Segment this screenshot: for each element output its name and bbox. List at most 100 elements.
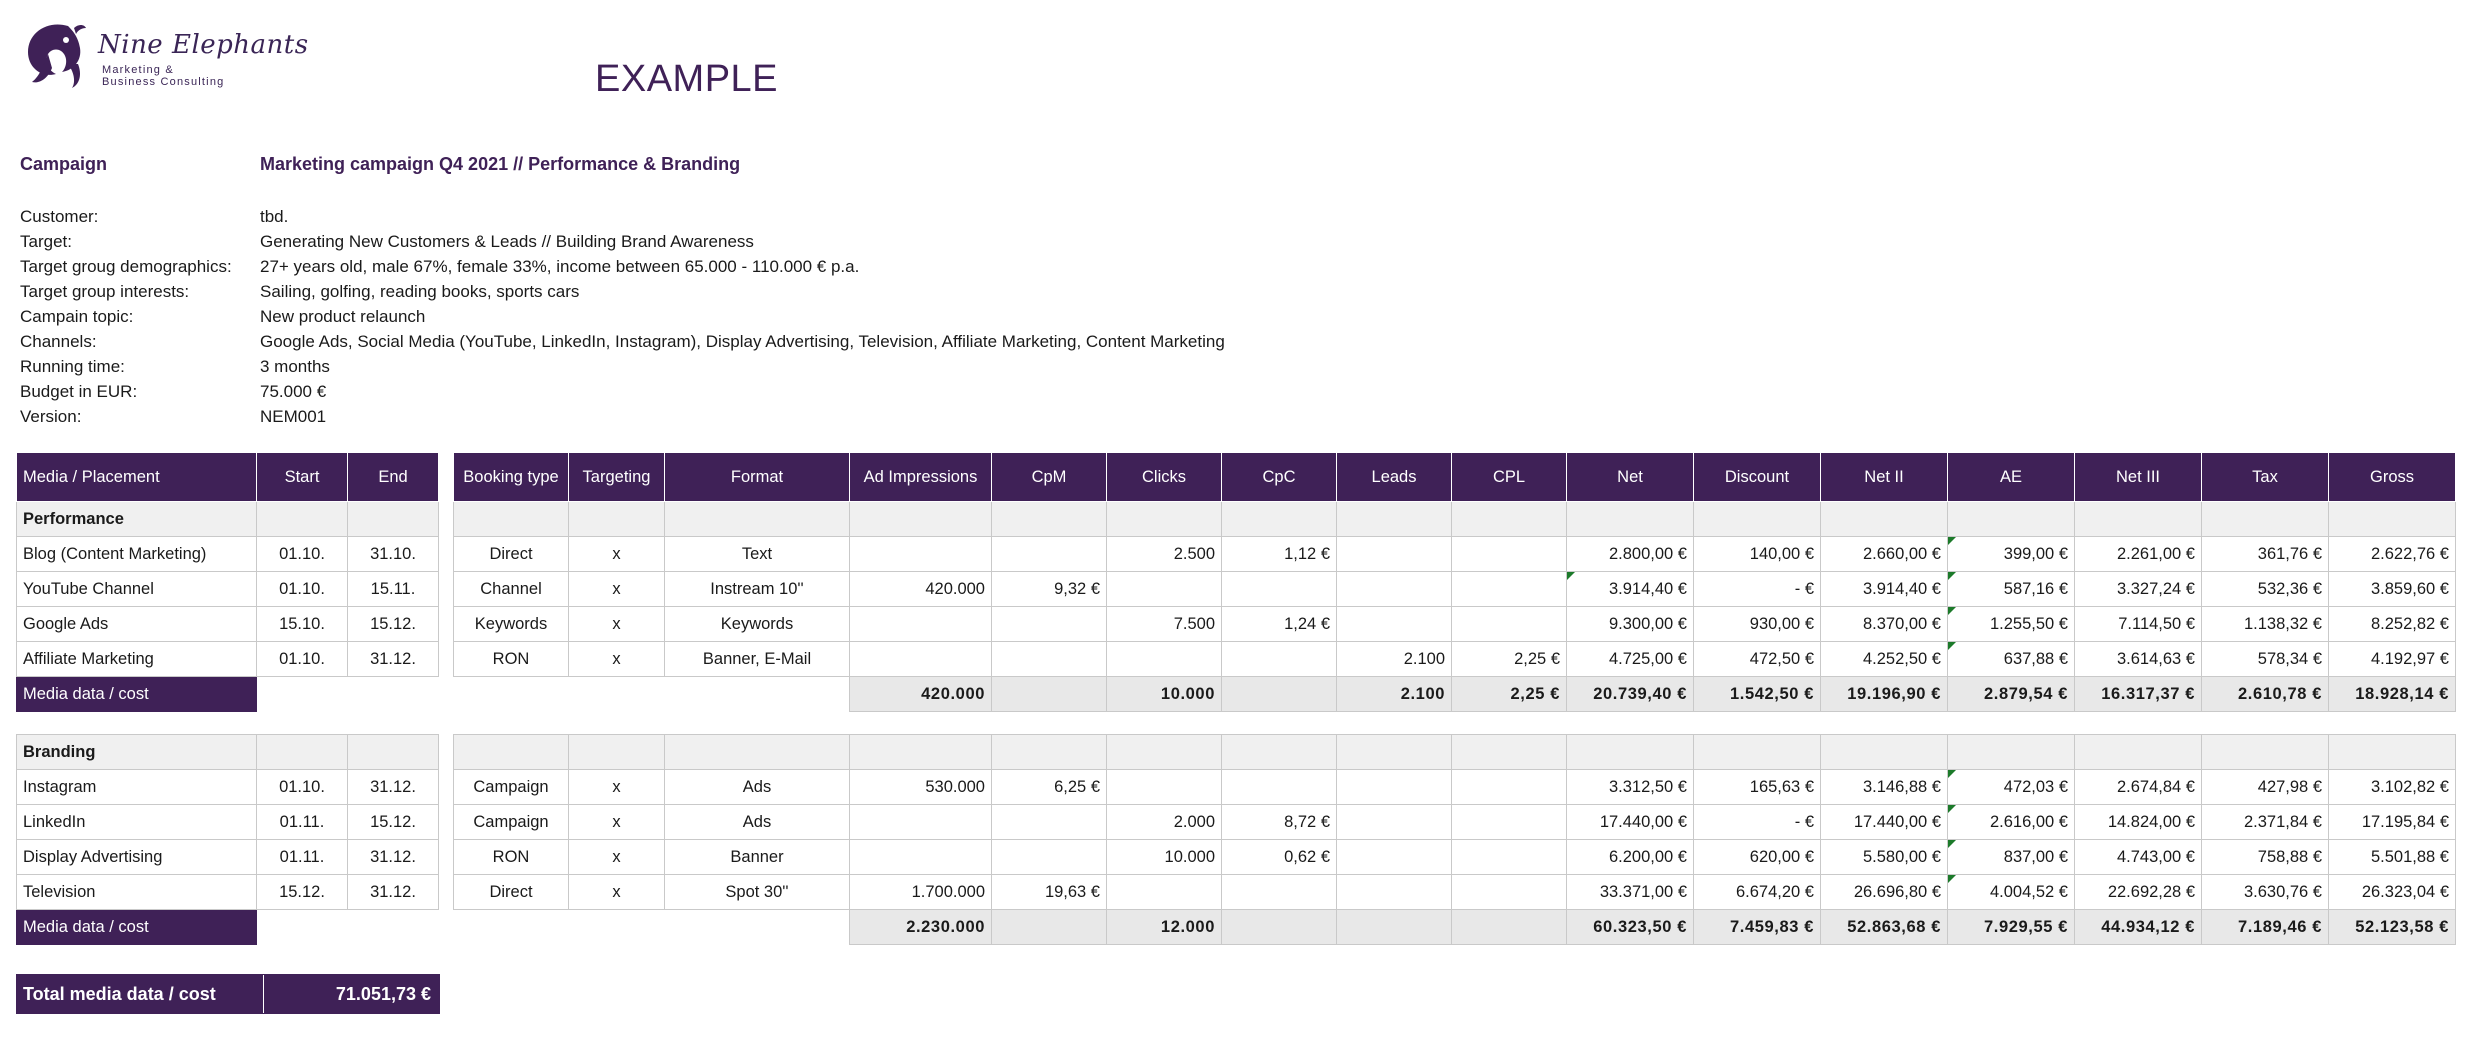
cell-cpm (991, 804, 1107, 840)
cell-ae: 2.616,00 € (1947, 804, 2075, 840)
cell-leads: 2.100 (1336, 641, 1452, 677)
section-cell (453, 734, 569, 770)
cell-format: Banner (664, 839, 850, 875)
footer-row: 2.230.000 12.000 60.323,50 €7.459,83 €52.8… (454, 909, 2456, 945)
table-row: Affiliate Marketing 01.10. 31.12. (16, 641, 439, 677)
cell-gross: 8.252,82 € (2328, 606, 2456, 642)
section-cell (1566, 501, 1694, 537)
footer-label: Media data / cost (16, 909, 257, 945)
info-value: 3 months (260, 357, 330, 376)
empty (454, 677, 569, 712)
campaign-label: Campaign (20, 154, 108, 174)
cell-ad-impressions (849, 804, 992, 840)
cell-booking-type: RON (453, 641, 569, 677)
footer-label: Media data / cost (16, 676, 257, 712)
cell-cpm (991, 641, 1107, 677)
section-row: Performance (16, 501, 439, 537)
total-cpl: 2,25 € (1451, 676, 1567, 712)
cell-format: Spot 30'' (664, 874, 850, 910)
cell-ae: 1.255,50 € (1947, 606, 2075, 642)
total-clicks: 10.000 (1106, 676, 1222, 712)
cell-cpl: 2,25 € (1451, 641, 1567, 677)
table-row: Campaign x Ads 2.000 8,72 €17.440,00 € - €17.… (453, 804, 2456, 840)
cell-net-iii: 7.114,50 € (2074, 606, 2202, 642)
cell-net-iii: 3.327,24 € (2074, 571, 2202, 607)
section-cell (1693, 734, 1821, 770)
info-key: Channels: (20, 332, 97, 351)
cell-cpl (1451, 839, 1567, 875)
info-value: NEM001 (260, 407, 327, 426)
empty (569, 677, 665, 712)
footer-row: Media data / cost (16, 676, 439, 712)
cell-cpm: 19,63 € (991, 874, 1107, 910)
table-row: Blog (Content Marketing) 01.10. 31.10. (16, 536, 439, 572)
info-row: Campain topic: New product relaunch (20, 304, 1225, 329)
cell-net-iii: 2.674,84 € (2074, 769, 2202, 805)
total-gross: 52.123,58 € (2328, 909, 2456, 945)
section-cell (849, 501, 992, 537)
cell-discount: 6.674,20 € (1693, 874, 1821, 910)
media-metrics-table: Booking type Targeting Format Ad Impression… (453, 452, 2456, 945)
cell-discount: 930,00 € (1693, 606, 1821, 642)
section-title: Performance (16, 501, 257, 537)
column-header: CpM (991, 452, 1107, 502)
cell-gross: 17.195,84 € (2328, 804, 2456, 840)
info-key: Customer: (20, 207, 99, 226)
cell-ae: 587,16 € (1947, 571, 2075, 607)
cell-format: Ads (664, 769, 850, 805)
table-row: Direct x Text 2.500 1,12 € 2.800,00 €140,00 €… (453, 536, 2456, 572)
column-header: CPL (1451, 452, 1567, 502)
cell-tax: 3.630,76 € (2201, 874, 2329, 910)
elephant-logo-icon (28, 24, 86, 88)
section-cell (1451, 734, 1567, 770)
info-key: Running time: (20, 357, 125, 376)
cell-ad-impressions: 530.000 (849, 769, 992, 805)
column-header: Gross (2328, 452, 2456, 502)
total-net-iii: 16.317,37 € (2074, 676, 2202, 712)
info-row: Customer: tbd. (20, 204, 1225, 229)
table-row: RON x Banner 10.000 0,62 € 6.200,00 €620,00 €… (453, 839, 2456, 875)
cell-ad-impressions (849, 536, 992, 572)
cell-discount: 620,00 € (1693, 839, 1821, 875)
total-clicks: 12.000 (1106, 909, 1222, 945)
table-row: Display Advertising 01.11. 31.12. (16, 839, 439, 875)
cell-clicks (1106, 769, 1222, 805)
cell-net: 2.800,00 € (1566, 536, 1694, 572)
empty (665, 677, 850, 712)
cell-cpc: 1,12 € (1221, 536, 1337, 572)
info-row: Budget in EUR: 75.000 € (20, 379, 1225, 404)
table-row: LinkedIn 01.11. 15.12. (16, 804, 439, 840)
cell-gross: 2.622,76 € (2328, 536, 2456, 572)
cell-cpm (991, 536, 1107, 572)
cell-leads (1336, 839, 1452, 875)
cell-format: Instream 10'' (664, 571, 850, 607)
cell-net-iii: 3.614,63 € (2074, 641, 2202, 677)
column-header: Start (256, 452, 348, 502)
footer-row: Media data / cost (16, 909, 439, 945)
total-net-iii: 44.934,12 € (2074, 909, 2202, 945)
table-row: Google Ads 15.10. 15.12. (16, 606, 439, 642)
section-cell (568, 734, 665, 770)
section-cell (453, 501, 569, 537)
section-cell (849, 734, 992, 770)
cell-ad-impressions: 1.700.000 (849, 874, 992, 910)
cell-cpl (1451, 874, 1567, 910)
empty (348, 910, 439, 945)
total-discount: 7.459,83 € (1693, 909, 1821, 945)
end-date: 31.12. (347, 641, 439, 677)
start-date: 15.10. (256, 606, 348, 642)
cell-cpm (991, 839, 1107, 875)
cell-cpc: 0,62 € (1221, 839, 1337, 875)
cell-net-iii: 2.261,00 € (2074, 536, 2202, 572)
table-row: Television 15.12. 31.12. (16, 874, 439, 910)
cell-net: 33.371,00 € (1566, 874, 1694, 910)
total-media-cost: Total media data / cost 71.051,73 € (16, 974, 440, 1014)
section-cell (347, 501, 439, 537)
cell-net-ii: 17.440,00 € (1820, 804, 1948, 840)
end-date: 31.12. (347, 769, 439, 805)
start-date: 01.10. (256, 769, 348, 805)
cell-discount: - € (1693, 804, 1821, 840)
campaign-info-list: Customer: tbd. Target: Generating New Custo… (20, 204, 1225, 429)
cell-targeting: x (568, 839, 665, 875)
cell-leads (1336, 606, 1452, 642)
